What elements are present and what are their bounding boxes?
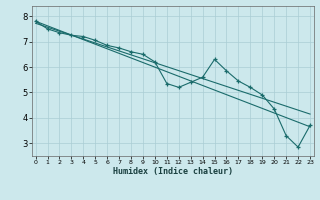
X-axis label: Humidex (Indice chaleur): Humidex (Indice chaleur) xyxy=(113,167,233,176)
